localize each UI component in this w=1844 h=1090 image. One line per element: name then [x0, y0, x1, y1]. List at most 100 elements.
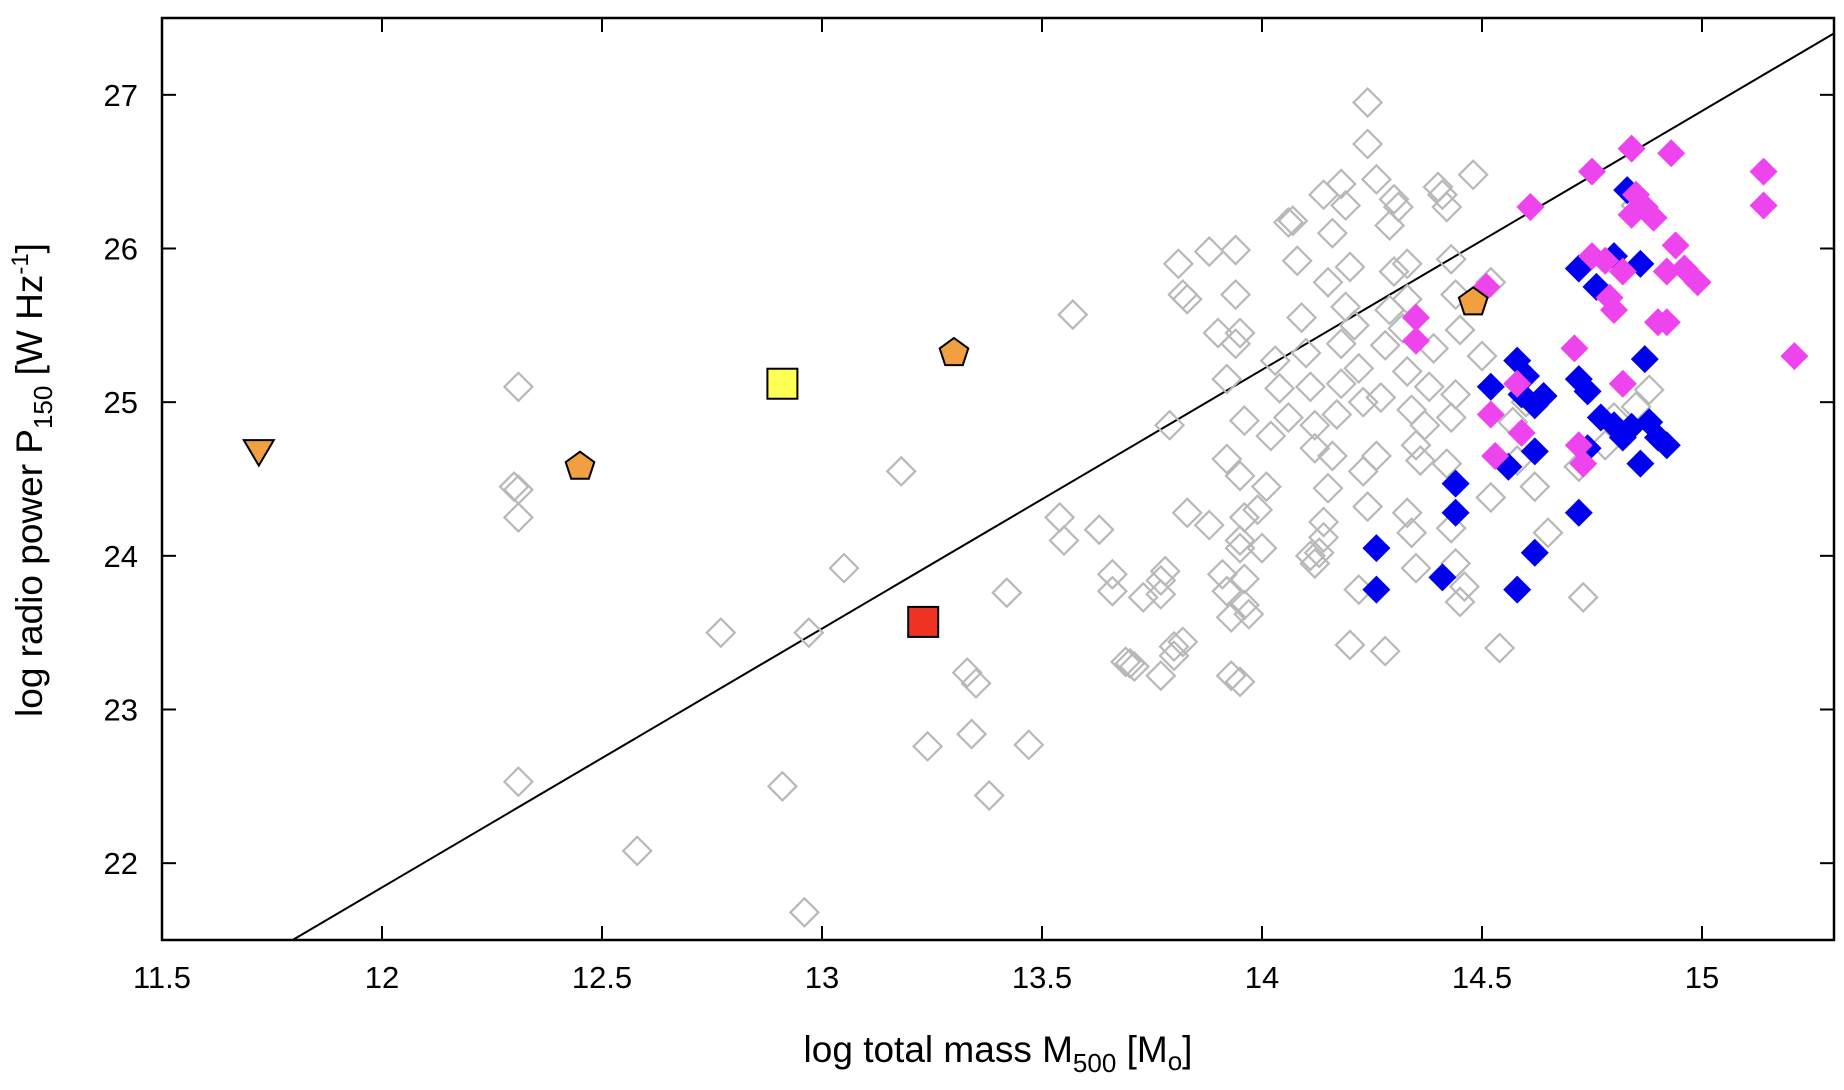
series-orange-triangle	[242, 439, 276, 468]
data-point	[1608, 257, 1637, 286]
data-point	[1435, 243, 1467, 275]
data-point	[1448, 571, 1480, 603]
data-point	[1316, 440, 1348, 472]
data-point	[1617, 134, 1646, 163]
data-point	[1299, 409, 1331, 441]
data-point	[1440, 279, 1472, 311]
data-point	[1652, 308, 1681, 337]
data-point	[1220, 328, 1252, 360]
data-point	[1286, 302, 1318, 334]
data-point	[1321, 398, 1353, 431]
data-point	[1431, 191, 1463, 223]
data-point	[1211, 575, 1243, 607]
data-point	[1294, 540, 1326, 572]
data-point	[788, 896, 820, 928]
x-tick-label: 11.5	[133, 960, 191, 995]
data-point	[1325, 328, 1357, 360]
data-point	[1560, 334, 1589, 363]
data-point	[1096, 575, 1128, 607]
data-point	[1567, 581, 1599, 613]
data-point	[1158, 640, 1190, 672]
data-point	[1503, 575, 1532, 604]
data-point	[1780, 342, 1809, 371]
series-yellow-square	[766, 367, 799, 400]
data-point	[1578, 157, 1606, 186]
data-point	[1391, 497, 1423, 529]
tick-labels: 11.5 12 12.5 13 13.5 14 14.5 15 22 23 24 25 26 27	[104, 78, 1720, 995]
data-point	[1224, 532, 1256, 564]
data-point	[1242, 494, 1274, 526]
data-point	[1441, 469, 1470, 498]
data-point	[1391, 355, 1423, 387]
data-point	[705, 617, 737, 649]
data-point	[1259, 345, 1291, 377]
data-point	[1224, 460, 1256, 492]
data-point	[1316, 217, 1348, 249]
data-point	[1683, 268, 1712, 297]
data-point	[951, 657, 983, 689]
data-point	[1343, 352, 1375, 384]
data-point	[1507, 418, 1536, 447]
data-point	[1193, 509, 1225, 541]
data-point	[1378, 255, 1410, 288]
data-point	[912, 730, 944, 762]
data-point	[1365, 382, 1397, 414]
data-point	[1299, 432, 1331, 464]
data-point	[1308, 521, 1340, 553]
data-point	[1149, 555, 1181, 587]
data-point	[1334, 251, 1366, 283]
axis-ticks	[161, 18, 1834, 940]
data-point	[1428, 563, 1457, 592]
data-point	[1352, 86, 1384, 119]
data-point	[1431, 448, 1463, 480]
data-point	[1444, 314, 1476, 346]
data-point	[1400, 552, 1432, 584]
data-point	[1652, 431, 1681, 460]
data-point	[1338, 309, 1370, 341]
data-point	[1272, 206, 1304, 238]
data-point	[1484, 632, 1516, 664]
data-point	[938, 336, 970, 367]
data-point	[1457, 286, 1489, 316]
data-point	[766, 770, 798, 802]
data-point	[502, 501, 534, 533]
data-point	[1048, 524, 1080, 557]
y-axis-title: log radio power P150 [W Hz-1]	[7, 243, 58, 717]
data-point	[1503, 369, 1532, 398]
data-point	[1167, 626, 1199, 658]
data-point	[1435, 401, 1467, 434]
data-point	[1202, 317, 1234, 349]
y-tick-label: 24	[104, 539, 138, 574]
data-point	[502, 766, 534, 798]
data-point	[1277, 205, 1309, 237]
x-tick-label: 12.5	[572, 960, 632, 995]
data-point	[1360, 440, 1392, 472]
data-point	[1193, 236, 1225, 268]
data-point	[1057, 299, 1089, 331]
data-point	[564, 450, 596, 480]
y-tick-label: 26	[104, 232, 138, 267]
data-point	[1171, 283, 1203, 315]
data-point	[1413, 371, 1445, 403]
data-point	[1529, 382, 1558, 411]
data-point	[1127, 581, 1159, 613]
data-point	[1362, 534, 1391, 563]
data-point	[1382, 191, 1414, 223]
data-point	[1215, 660, 1247, 692]
data-point	[1402, 326, 1430, 355]
data-point	[991, 577, 1023, 609]
data-point	[1224, 666, 1256, 698]
data-point	[1573, 377, 1602, 406]
data-point	[907, 605, 940, 638]
data-point	[1591, 246, 1620, 275]
data-point	[1290, 337, 1322, 369]
data-point	[1228, 405, 1260, 437]
x-axis-title: log total mass M500 [Mo]	[804, 1029, 1193, 1078]
data-point	[1564, 254, 1593, 283]
data-point	[1246, 532, 1278, 564]
data-point	[1308, 506, 1340, 538]
data-point	[502, 371, 534, 403]
data-point	[1391, 248, 1423, 280]
data-point	[1362, 575, 1391, 604]
data-point	[1360, 163, 1392, 195]
